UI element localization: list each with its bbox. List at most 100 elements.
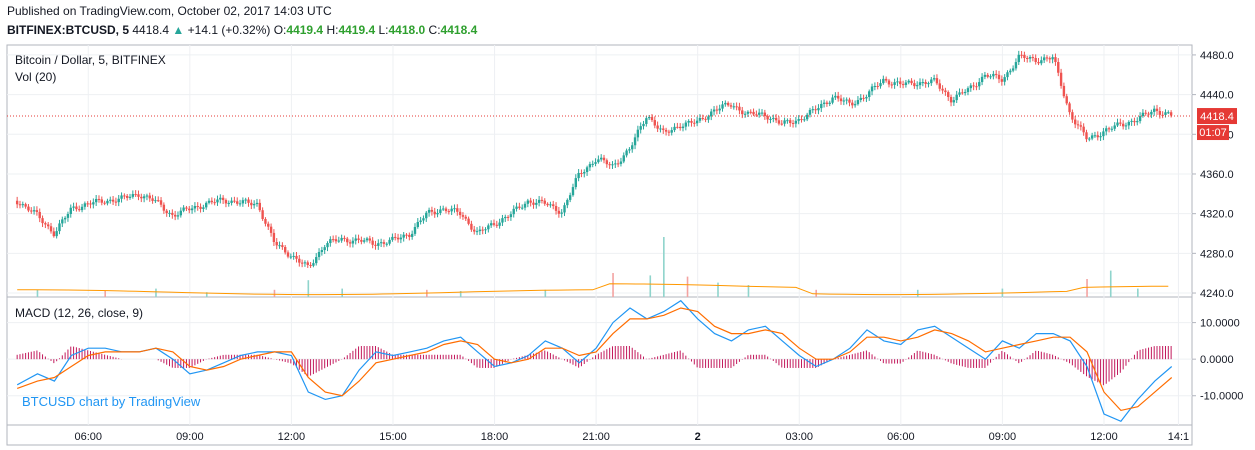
candle-body [693, 122, 696, 124]
candle-body [27, 206, 30, 211]
candle-body [241, 200, 245, 204]
candle-body [501, 218, 504, 223]
candle-body [46, 224, 50, 227]
symbol-name[interactable]: BITFINEX:BTCUSD, 5 [7, 23, 130, 37]
countdown-badge [1197, 125, 1229, 141]
candle-body [546, 203, 549, 206]
candle-body [374, 244, 377, 246]
candle-body [783, 120, 786, 124]
candle-body [913, 83, 916, 87]
candle-body [272, 232, 276, 243]
candle-body [433, 211, 436, 215]
candle-body [346, 238, 349, 243]
candle-body [269, 226, 273, 233]
volume-bar [663, 237, 665, 297]
candle-body [800, 119, 803, 121]
candle-body [1059, 72, 1063, 86]
candle-body [1006, 72, 1009, 78]
candle-body [94, 198, 98, 203]
candle-body [317, 251, 321, 258]
candle-body [86, 203, 89, 205]
candle-body [1068, 103, 1071, 113]
candle-body [932, 78, 936, 80]
candle-body [873, 85, 877, 87]
candle-body [207, 200, 211, 203]
candle-body [989, 76, 992, 78]
price-tick-label: 4280.0 [1200, 248, 1234, 260]
candle-body [710, 111, 713, 117]
candle-body [825, 102, 829, 104]
candle-body [312, 263, 315, 266]
candle-body [216, 199, 219, 203]
candle-body [893, 82, 896, 85]
candle-body [123, 195, 126, 197]
candle-body [159, 200, 163, 205]
candle-body [1000, 79, 1004, 82]
candle-body [250, 202, 253, 206]
candle-body [83, 203, 87, 207]
candle-body [97, 198, 101, 200]
candle-body [247, 199, 250, 203]
candle-body [732, 106, 735, 108]
volume-bar [1109, 270, 1112, 297]
candle-body [766, 116, 769, 120]
candle-body [986, 74, 989, 77]
candle-body [1155, 108, 1159, 112]
price-overlays: 4418.4 01:07 [7, 108, 1237, 141]
candle-body [836, 95, 840, 99]
candle-body [368, 238, 372, 241]
candle-body [814, 109, 817, 111]
candle-body [611, 164, 614, 166]
candle-body [757, 112, 761, 115]
candle-body [413, 227, 417, 234]
candle-body [283, 247, 287, 253]
candle-body [518, 206, 521, 208]
candle-body [856, 100, 860, 105]
candle-body [585, 167, 589, 173]
time-tick-label: 03:00 [785, 431, 813, 443]
candle-body [1079, 125, 1083, 127]
candle-body [631, 145, 634, 150]
candle-body [55, 231, 58, 237]
candle-body [125, 195, 129, 198]
candle-body [969, 85, 972, 89]
candle-body [614, 163, 617, 165]
candle-body [667, 131, 671, 133]
candle-body [876, 85, 879, 87]
candle-body [106, 200, 109, 204]
candle-body [1062, 85, 1066, 97]
candle-body [1011, 68, 1015, 71]
candle-body [199, 206, 202, 209]
countdown-label: 01:07 [1199, 127, 1227, 139]
candle-body [15, 200, 19, 205]
candle-body [636, 129, 640, 138]
candle-body [1023, 54, 1026, 59]
candle-body [645, 118, 648, 124]
candle-body [1099, 136, 1102, 138]
candle-body [213, 202, 216, 204]
candle-body [1031, 57, 1035, 59]
candle-body [399, 237, 403, 240]
candle-body [628, 149, 631, 151]
candle-body [331, 239, 335, 241]
candle-body [535, 202, 538, 205]
candle-body [591, 163, 594, 165]
candle-body [162, 204, 166, 211]
candle-body [487, 225, 490, 230]
candle-body [588, 164, 592, 168]
candle-body [1054, 57, 1057, 63]
macd-pane-title: MACD (12, 26, close, 9) [15, 306, 143, 320]
candle-body [148, 195, 151, 199]
candle-body [179, 210, 182, 216]
candle-body [1082, 126, 1085, 133]
candle-body [1088, 138, 1091, 140]
candle-body [405, 234, 408, 236]
candle-body [760, 112, 764, 114]
candle-body [935, 78, 939, 84]
volume-bar [686, 276, 689, 297]
candle-body [1116, 122, 1119, 126]
macd-tick-label: -10.0000 [1200, 391, 1243, 403]
candle-body [385, 243, 388, 245]
candle-body [537, 199, 541, 203]
